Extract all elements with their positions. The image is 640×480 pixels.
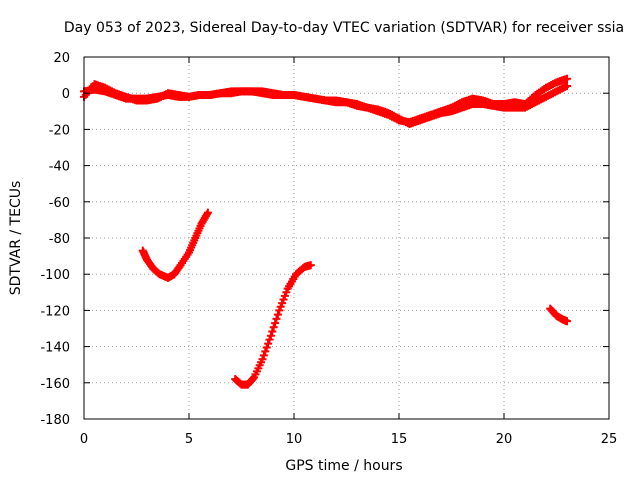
data-point-trail bbox=[265, 335, 274, 344]
y-axis-label: SDTVAR / TECUs bbox=[8, 181, 24, 296]
satellite-track-4 bbox=[231, 261, 315, 389]
data-point bbox=[306, 261, 315, 270]
data-point-trail bbox=[261, 347, 270, 356]
plot-frame bbox=[83, 56, 610, 420]
x-tick-label: 25 bbox=[601, 432, 618, 447]
data-point bbox=[258, 355, 267, 364]
y-tick-label: -160 bbox=[40, 377, 70, 392]
satellite-track-5 bbox=[546, 304, 571, 326]
data-point-trail bbox=[264, 339, 273, 348]
y-tick-label: -120 bbox=[40, 304, 70, 319]
x-axis-label: GPS time / hours bbox=[285, 458, 402, 474]
data-point-trail bbox=[269, 323, 278, 332]
y-tick-label: 20 bbox=[53, 51, 70, 66]
y-tick-label: -180 bbox=[40, 413, 70, 428]
data-point-trail bbox=[268, 327, 277, 336]
satellite-track-2 bbox=[80, 74, 571, 127]
data-point-trail bbox=[259, 351, 268, 360]
data-point bbox=[266, 331, 275, 340]
data-point-trail bbox=[249, 374, 258, 383]
satellite-track-3 bbox=[138, 208, 212, 282]
data-point-trail bbox=[271, 319, 280, 328]
x-tick-label: 0 bbox=[80, 432, 88, 447]
y-tick-label: -80 bbox=[49, 232, 70, 247]
x-tick-label: 20 bbox=[496, 432, 513, 447]
data-point-trail bbox=[272, 314, 281, 323]
data-point-trail bbox=[262, 343, 271, 352]
x-tick-label: 10 bbox=[286, 432, 303, 447]
data-point bbox=[563, 81, 571, 90]
y-tick-label: 0 bbox=[62, 87, 70, 102]
grid-lines bbox=[84, 57, 609, 419]
data-point bbox=[563, 74, 571, 83]
data-point bbox=[203, 208, 212, 217]
tick-labels: 0 5 10 15 20 25 20 0 -20 -40 -60 -80 -100 -120 -140 -16… bbox=[40, 51, 617, 447]
y-tick-label: -60 bbox=[49, 196, 70, 211]
data-point bbox=[563, 317, 571, 326]
data-marks bbox=[80, 74, 571, 389]
x-tick-label: 5 bbox=[185, 432, 193, 447]
chart-title: Day 053 of 2023, Sidereal Day-to-day VTE… bbox=[64, 20, 624, 36]
y-tick-label: -100 bbox=[40, 268, 70, 283]
y-tick-label: -40 bbox=[49, 160, 70, 175]
data-point-trail bbox=[273, 310, 282, 319]
axis-ticks bbox=[83, 56, 610, 420]
y-tick-label: -140 bbox=[40, 341, 70, 356]
y-tick-label: -20 bbox=[49, 123, 70, 138]
x-tick-label: 15 bbox=[391, 432, 408, 447]
